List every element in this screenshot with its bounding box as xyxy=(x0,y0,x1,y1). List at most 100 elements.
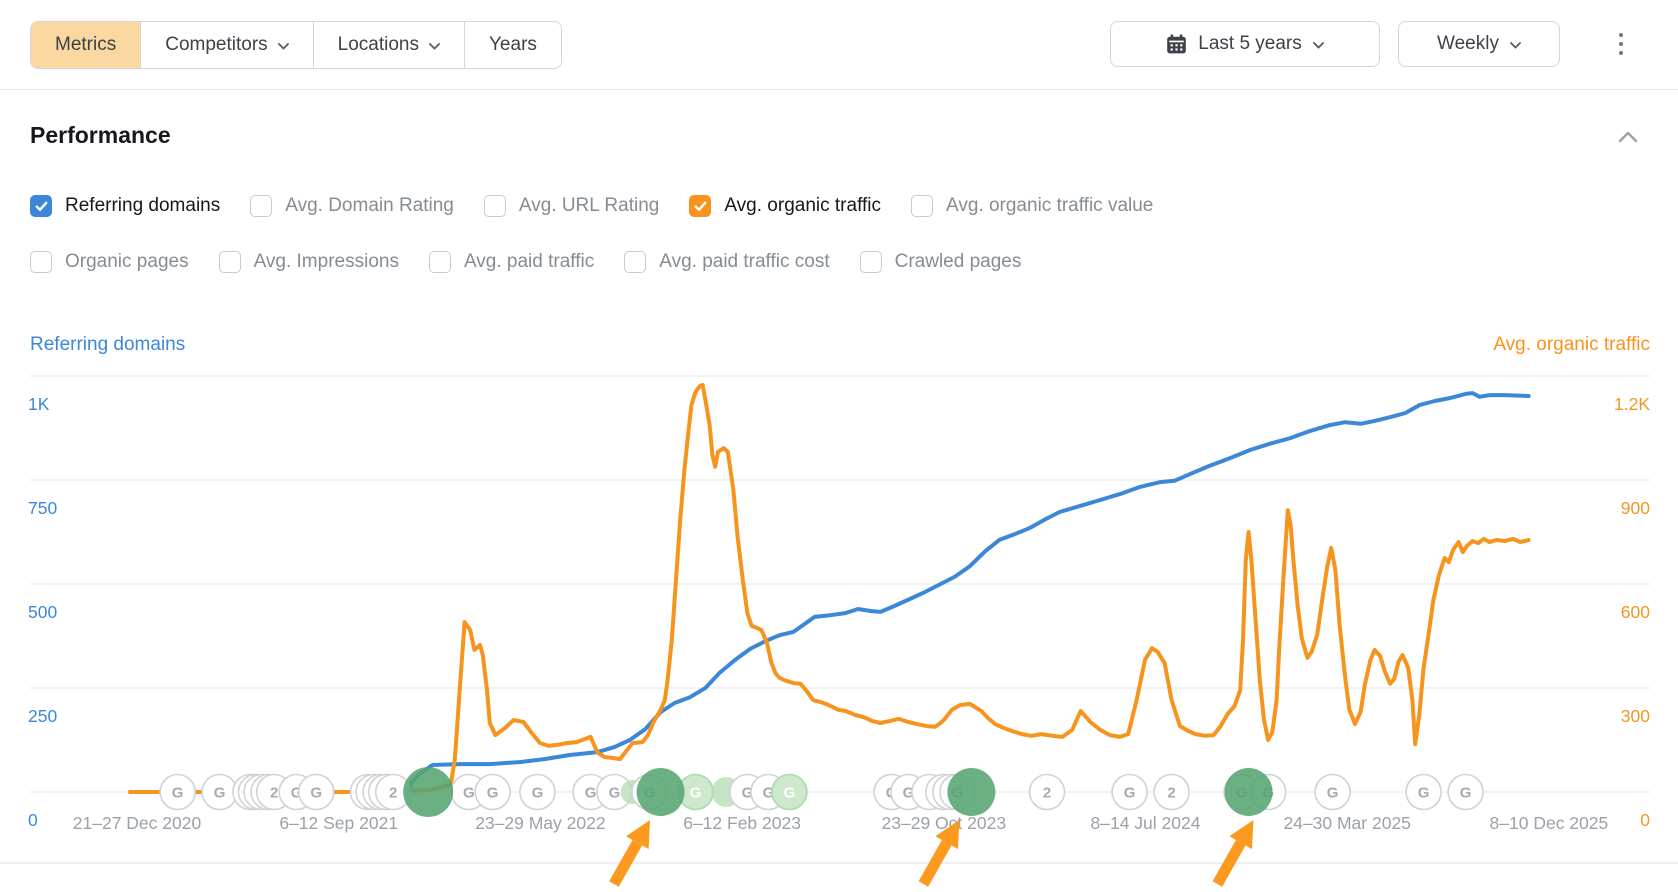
highlighted-update-circle[interactable] xyxy=(403,767,454,817)
metric-toggle-label: Avg. URL Rating xyxy=(518,195,660,216)
google-update-letter: G xyxy=(291,785,303,802)
metric-toggle-label: Avg. Impressions xyxy=(253,251,399,272)
left-axis-tick: 0 xyxy=(28,810,38,830)
checkbox-icon[interactable] xyxy=(428,251,451,273)
chevron-down-icon xyxy=(277,42,289,50)
google-update-badge[interactable] xyxy=(1111,773,1148,811)
x-axis-tick: 23–29 Oct 2023 xyxy=(882,813,1007,833)
right-axis-tick: 0 xyxy=(1640,810,1650,830)
google-update-badge[interactable] xyxy=(1405,773,1442,811)
checkbox-icon[interactable] xyxy=(218,251,241,273)
chevron-down-icon xyxy=(1510,41,1521,49)
metric-toggle-label: Avg. paid traffic cost xyxy=(659,251,830,272)
checkbox-icon[interactable] xyxy=(483,195,506,217)
checkbox-icon[interactable] xyxy=(30,251,52,273)
right-axis-title[interactable]: Avg. organic traffic xyxy=(1493,334,1650,355)
right-axis-tick: 600 xyxy=(1621,602,1650,622)
metric-toggle-avg-organic-traffic[interactable]: Avg. organic traffic xyxy=(689,195,881,217)
metric-toggle-avg-url-rating[interactable]: Avg. URL Rating xyxy=(483,195,660,217)
metric-toggle-avg-domain-rating[interactable]: Avg. Domain Rating xyxy=(250,195,454,217)
google-update-count: 2 xyxy=(1167,785,1175,802)
series-left[interactable] xyxy=(406,391,1531,794)
metric-toggle-avg-paid-traffic-cost[interactable]: Avg. paid traffic cost xyxy=(624,251,830,273)
metric-toggle-label: Avg. paid traffic xyxy=(463,251,595,272)
metric-toggle-label: Avg. organic traffic xyxy=(724,195,882,216)
highlighted-update-circle[interactable] xyxy=(947,768,996,816)
google-update-letter: G xyxy=(1327,785,1339,802)
left-axis-tick: 750 xyxy=(28,498,57,518)
calendar-icon xyxy=(1167,33,1187,53)
checkbox-icon[interactable] xyxy=(250,195,273,217)
metric-toggle-avg-impressions[interactable]: Avg. Impressions xyxy=(218,251,399,273)
toolbar: Metrics Competitors Locations Years xyxy=(0,0,1678,90)
google-update-badge[interactable] xyxy=(1314,773,1351,811)
performance-chart[interactable]: 1K 1.2K 750 900 500 600 250 300 0 0 21–27 Dec 2020… xyxy=(0,300,1678,892)
google-update-count: 2 xyxy=(1043,785,1051,802)
metric-toggle-row-1: Referring domains Avg. Domain Rating Avg. … xyxy=(30,195,1153,217)
tab-years-label: Years xyxy=(489,34,537,55)
google-update-letter: G xyxy=(690,785,702,802)
highlighted-update-circle[interactable] xyxy=(636,768,685,816)
checkbox-icon[interactable] xyxy=(624,251,647,273)
metric-toggle-organic-pages[interactable]: Organic pages xyxy=(30,251,189,273)
metric-toggle-avg-paid-traffic[interactable]: Avg. paid traffic xyxy=(428,251,595,273)
google-update-letter: G xyxy=(532,785,544,802)
google-update-letter: G xyxy=(487,785,499,802)
x-axis-tick: 24–30 Mar 2025 xyxy=(1283,813,1410,833)
google-update-badge[interactable] xyxy=(159,773,196,811)
google-update-badge[interactable] xyxy=(1028,773,1066,811)
left-axis-title[interactable]: Referring domains xyxy=(30,334,186,355)
metric-toggle-label: Referring domains xyxy=(65,195,221,216)
metric-toggle-crawled-pages[interactable]: Crawled pages xyxy=(859,251,1021,273)
tab-years[interactable]: Years xyxy=(465,22,561,68)
metric-toggle-avg-organic-traffic-value[interactable]: Avg. organic traffic value xyxy=(911,195,1153,217)
highlighted-update-circle[interactable] xyxy=(1224,768,1273,816)
report-tabs: Metrics Competitors Locations Years xyxy=(30,21,562,69)
google-update-letter: G xyxy=(463,785,475,802)
tab-locations[interactable]: Locations xyxy=(313,22,465,68)
google-update-letter: G xyxy=(585,785,597,802)
tab-competitors-label: Competitors xyxy=(165,34,268,55)
chevron-down-icon xyxy=(1312,41,1324,49)
x-axis-tick: 6–12 Feb 2023 xyxy=(683,813,801,833)
google-update-badge[interactable] xyxy=(297,773,335,811)
left-axis-tick: 500 xyxy=(28,602,57,622)
metric-toggle-row-2: Organic pages Avg. Impressions Avg. paid t… xyxy=(30,251,1021,273)
right-axis-tick: 300 xyxy=(1621,706,1650,726)
tab-metrics[interactable]: Metrics xyxy=(31,22,142,68)
callout-arrow-icon xyxy=(1212,820,1254,887)
kebab-menu-icon[interactable] xyxy=(1603,26,1639,62)
google-update-letter: G xyxy=(310,785,322,802)
google-update-letter: G xyxy=(172,785,184,802)
google-update-badge[interactable] xyxy=(519,773,556,811)
left-axis-tick: 1K xyxy=(28,394,50,414)
checkbox-checked-icon[interactable] xyxy=(30,195,52,217)
google-update-letter: G xyxy=(903,785,915,802)
google-update-letter: G xyxy=(214,785,226,802)
checkbox-icon[interactable] xyxy=(859,251,882,273)
google-update-badge[interactable] xyxy=(1447,773,1484,811)
metric-toggle-referring-domains[interactable]: Referring domains xyxy=(30,195,220,217)
google-update-letter: G xyxy=(763,785,775,802)
checkbox-icon[interactable] xyxy=(911,195,934,217)
chevron-up-icon[interactable] xyxy=(1618,130,1638,144)
google-update-count: 2 xyxy=(270,785,278,802)
right-axis-tick: 900 xyxy=(1621,498,1650,518)
series-right[interactable] xyxy=(128,383,1531,794)
google-update-badge[interactable] xyxy=(771,773,808,811)
google-update-badge[interactable] xyxy=(1153,773,1190,811)
checkbox-checked-icon[interactable] xyxy=(689,195,712,217)
google-update-count: 2 xyxy=(389,785,397,802)
left-axis-tick: 250 xyxy=(28,706,57,726)
granularity-button[interactable]: Weekly xyxy=(1398,21,1560,67)
date-range-label: Last 5 years xyxy=(1198,33,1302,54)
google-update-letter: G xyxy=(784,785,796,802)
google-update-letter: G xyxy=(742,785,754,802)
google-update-letter: G xyxy=(1124,785,1136,802)
granularity-label: Weekly xyxy=(1437,33,1499,54)
date-range-button[interactable]: Last 5 years xyxy=(1110,21,1380,67)
section-title: Performance xyxy=(30,122,171,148)
tab-competitors[interactable]: Competitors xyxy=(141,22,314,68)
google-update-badge[interactable] xyxy=(474,773,511,811)
